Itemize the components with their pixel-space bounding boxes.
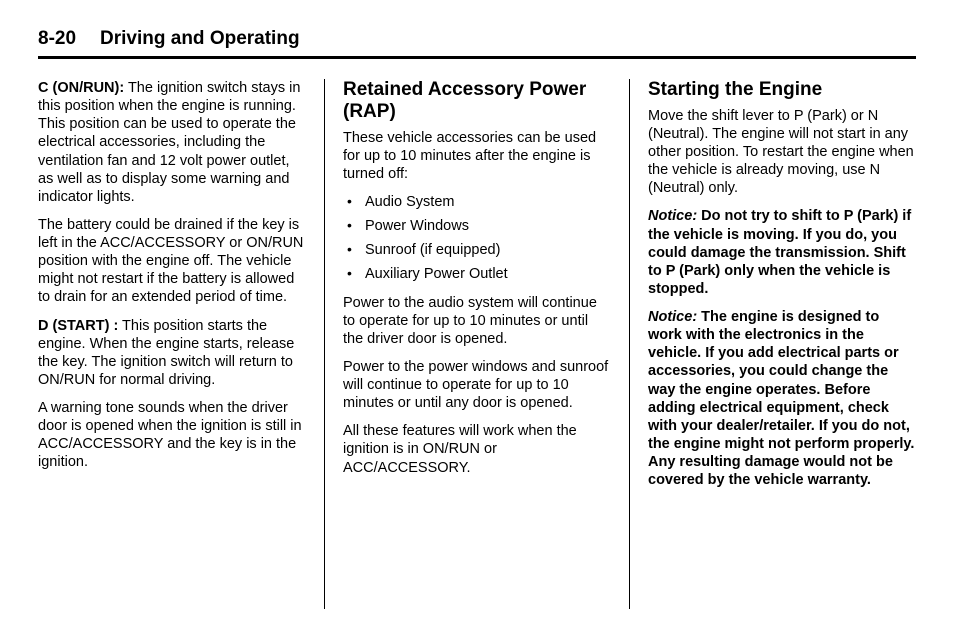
rap-bullet-list: Audio System Power Windows Sunroof (if e… — [343, 193, 611, 284]
list-item: Audio System — [343, 193, 611, 211]
column-1: C (ON/RUN): The ignition switch stays in… — [38, 79, 320, 609]
list-item: Sunroof (if equipped) — [343, 241, 611, 259]
label-d-start: D (START) : — [38, 318, 118, 334]
para-d-start: D (START) : This position starts the eng… — [38, 317, 306, 390]
para-notice-2: Notice: The engine is designed to work w… — [648, 308, 916, 489]
para-shift-lever: Move the shift lever to P (Park) or N (N… — [648, 107, 916, 198]
column-divider-1 — [324, 79, 325, 609]
list-item: Power Windows — [343, 217, 611, 235]
column-3: Starting the Engine Move the shift lever… — [634, 79, 916, 609]
para-audio-power: Power to the audio system will continue … — [343, 294, 611, 348]
para-battery: The battery could be drained if the key … — [38, 216, 306, 307]
heading-rap: Retained Accessory Power (RAP) — [343, 79, 611, 123]
para-features-work: All these features will work when the ig… — [343, 422, 611, 476]
list-item: Auxiliary Power Outlet — [343, 265, 611, 283]
para-rap-intro: These vehicle accessories can be used fo… — [343, 129, 611, 183]
page-header: 8-20 Driving and Operating — [38, 28, 916, 59]
column-2: Retained Accessory Power (RAP) These veh… — [329, 79, 625, 609]
notice-label-2: Notice: — [648, 309, 697, 325]
column-divider-2 — [629, 79, 630, 609]
page-number: 8-20 — [38, 28, 76, 50]
text-c-onrun: The ignition switch stays in this positi… — [38, 80, 300, 205]
para-c-onrun: C (ON/RUN): The ignition switch stays in… — [38, 79, 306, 206]
chapter-title: Driving and Operating — [100, 28, 300, 50]
para-notice-1: Notice: Do not try to shift to P (Park) … — [648, 207, 916, 298]
notice-text-2: The engine is designed to work with the … — [648, 309, 914, 488]
label-c-onrun: C (ON/RUN): — [38, 80, 124, 96]
para-windows-power: Power to the power windows and sunroof w… — [343, 358, 611, 412]
para-warning-tone: A warning tone sounds when the driver do… — [38, 399, 306, 472]
notice-label-1: Notice: — [648, 208, 697, 224]
content-columns: C (ON/RUN): The ignition switch stays in… — [38, 79, 916, 609]
heading-starting-engine: Starting the Engine — [648, 79, 916, 101]
